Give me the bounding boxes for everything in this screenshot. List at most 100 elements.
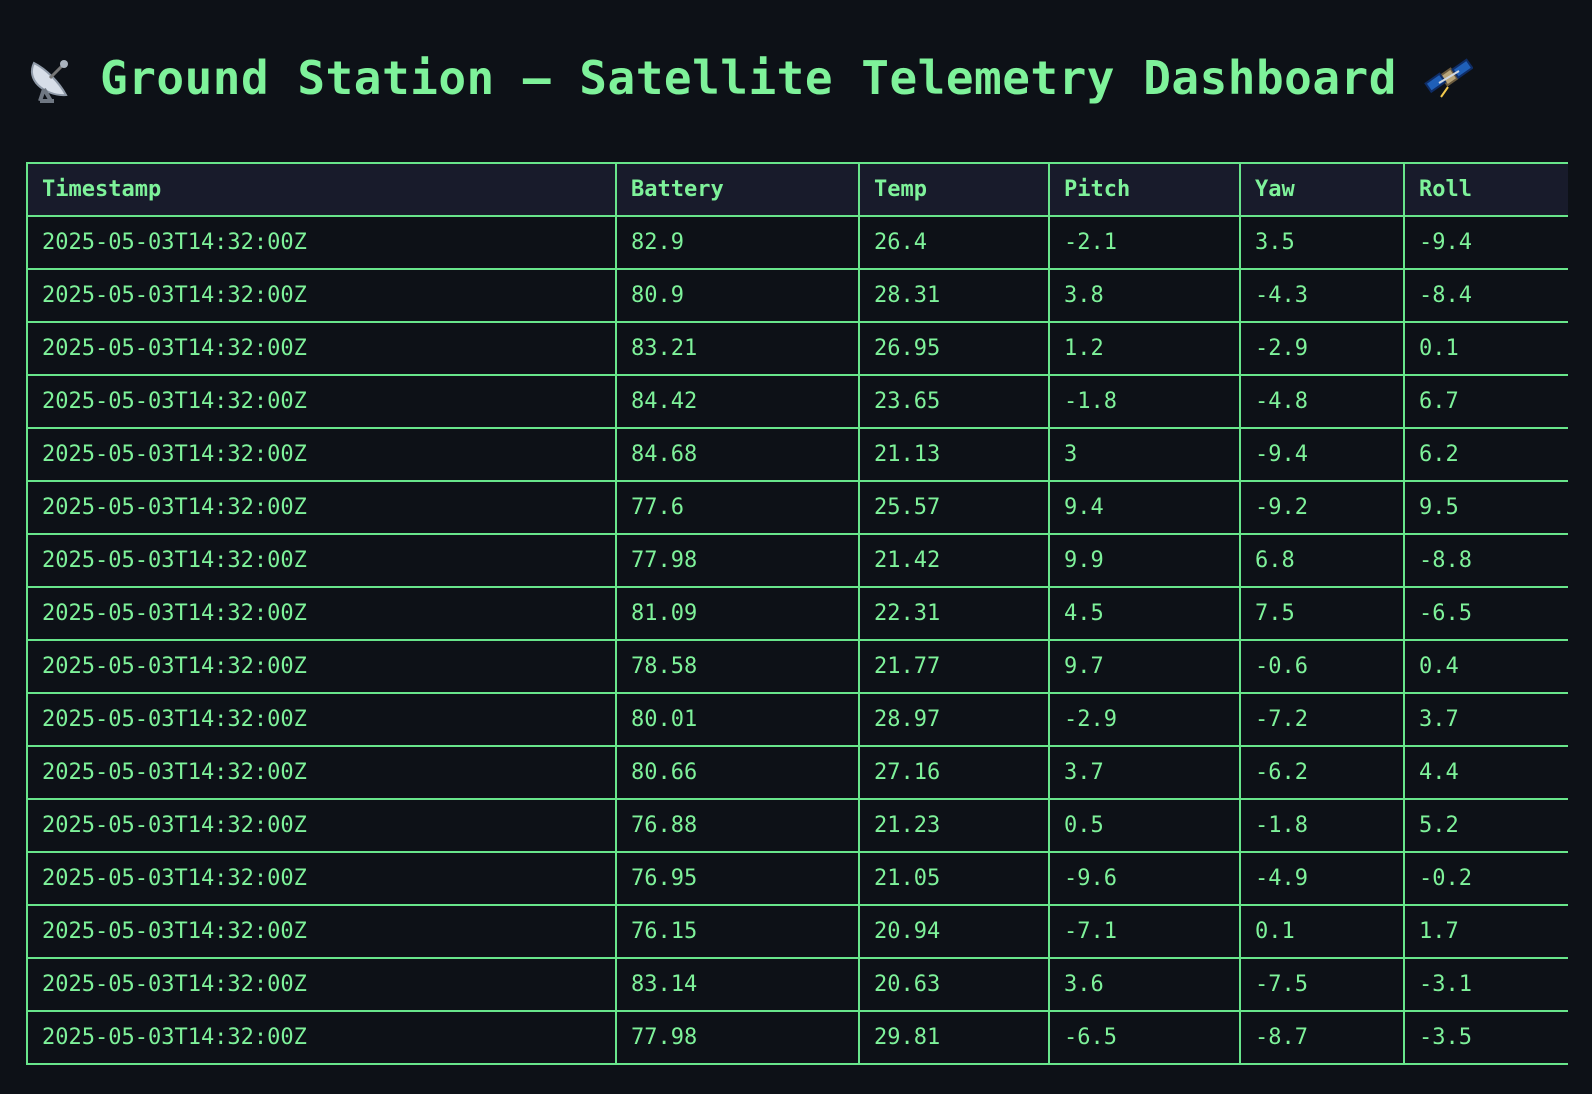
timestamp-cell: 2025-05-03T14:32:00Z (26, 427, 617, 482)
roll-cell: 5.2 (1403, 798, 1568, 853)
yaw-cell: -7.5 (1239, 957, 1405, 1012)
pitch-cell: 9.7 (1048, 639, 1241, 694)
battery-cell: 76.15 (615, 904, 860, 959)
yaw-cell: -1.8 (1239, 798, 1405, 853)
table-row: 2025-05-03T14:32:00Z 82.9 26.4 -2.1 3.5 … (26, 215, 1568, 270)
yaw-cell: -4.3 (1239, 268, 1405, 323)
column-header-battery: Battery (615, 162, 860, 217)
table-row: 2025-05-03T14:32:00Z 80.9 28.31 3.8 -4.3… (26, 268, 1568, 323)
temp-cell: 21.77 (858, 639, 1050, 694)
table-row: 2025-05-03T14:32:00Z 84.42 23.65 -1.8 -4… (26, 374, 1568, 429)
timestamp-cell: 2025-05-03T14:32:00Z (26, 1010, 617, 1065)
pitch-cell: 3.7 (1048, 745, 1241, 800)
yaw-cell: -7.2 (1239, 692, 1405, 747)
table-row: 2025-05-03T14:32:00Z 76.95 21.05 -9.6 -4… (26, 851, 1568, 906)
table-row: 2025-05-03T14:32:00Z 76.88 21.23 0.5 -1.… (26, 798, 1568, 853)
battery-cell: 76.95 (615, 851, 860, 906)
timestamp-cell: 2025-05-03T14:32:00Z (26, 798, 617, 853)
yaw-cell: -8.7 (1239, 1010, 1405, 1065)
battery-cell: 84.68 (615, 427, 860, 482)
table-row: 2025-05-03T14:32:00Z 83.14 20.63 3.6 -7.… (26, 957, 1568, 1012)
yaw-cell: -4.9 (1239, 851, 1405, 906)
timestamp-cell: 2025-05-03T14:32:00Z (26, 957, 617, 1012)
roll-cell: -0.2 (1403, 851, 1568, 906)
pitch-cell: 3.8 (1048, 268, 1241, 323)
roll-cell: -8.4 (1403, 268, 1568, 323)
timestamp-cell: 2025-05-03T14:32:00Z (26, 904, 617, 959)
pitch-cell: -9.6 (1048, 851, 1241, 906)
battery-cell: 81.09 (615, 586, 860, 641)
roll-cell: 0.4 (1403, 639, 1568, 694)
table-row: 2025-05-03T14:32:00Z 78.58 21.77 9.7 -0.… (26, 639, 1568, 694)
timestamp-cell: 2025-05-03T14:32:00Z (26, 851, 617, 906)
temp-cell: 28.97 (858, 692, 1050, 747)
timestamp-cell: 2025-05-03T14:32:00Z (26, 692, 617, 747)
timestamp-cell: 2025-05-03T14:32:00Z (26, 374, 617, 429)
table-body: 2025-05-03T14:32:00Z 82.9 26.4 -2.1 3.5 … (26, 215, 1568, 1065)
telemetry-table-container: Timestamp Battery Temp Pitch Yaw Roll 20… (26, 162, 1568, 1065)
battery-cell: 77.98 (615, 1010, 860, 1065)
temp-cell: 23.65 (858, 374, 1050, 429)
pitch-cell: -2.1 (1048, 215, 1241, 270)
yaw-cell: -9.2 (1239, 480, 1405, 535)
roll-cell: -3.1 (1403, 957, 1568, 1012)
pitch-cell: 3.6 (1048, 957, 1241, 1012)
table-header: Timestamp Battery Temp Pitch Yaw Roll (26, 162, 1568, 217)
temp-cell: 26.95 (858, 321, 1050, 376)
table-row: 2025-05-03T14:32:00Z 81.09 22.31 4.5 7.5… (26, 586, 1568, 641)
column-header-pitch: Pitch (1048, 162, 1241, 217)
temp-cell: 21.42 (858, 533, 1050, 588)
column-header-timestamp: Timestamp (26, 162, 617, 217)
pitch-cell: 9.4 (1048, 480, 1241, 535)
yaw-cell: -0.6 (1239, 639, 1405, 694)
pitch-cell: 3 (1048, 427, 1241, 482)
table-row: 2025-05-03T14:32:00Z 77.6 25.57 9.4 -9.2… (26, 480, 1568, 535)
battery-cell: 80.01 (615, 692, 860, 747)
column-header-yaw: Yaw (1239, 162, 1405, 217)
table-row: 2025-05-03T14:32:00Z 76.15 20.94 -7.1 0.… (26, 904, 1568, 959)
roll-cell: 1.7 (1403, 904, 1568, 959)
table-row: 2025-05-03T14:32:00Z 80.01 28.97 -2.9 -7… (26, 692, 1568, 747)
pitch-cell: -7.1 (1048, 904, 1241, 959)
column-header-temp: Temp (858, 162, 1050, 217)
timestamp-cell: 2025-05-03T14:32:00Z (26, 215, 617, 270)
battery-cell: 77.6 (615, 480, 860, 535)
yaw-cell: -9.4 (1239, 427, 1405, 482)
roll-cell: 9.5 (1403, 480, 1568, 535)
roll-cell: 3.7 (1403, 692, 1568, 747)
pitch-cell: 0.5 (1048, 798, 1241, 853)
temp-cell: 22.31 (858, 586, 1050, 641)
temp-cell: 29.81 (858, 1010, 1050, 1065)
roll-cell: 6.2 (1403, 427, 1568, 482)
battery-cell: 82.9 (615, 215, 860, 270)
pitch-cell: 1.2 (1048, 321, 1241, 376)
battery-cell: 84.42 (615, 374, 860, 429)
yaw-cell: 3.5 (1239, 215, 1405, 270)
timestamp-cell: 2025-05-03T14:32:00Z (26, 586, 617, 641)
temp-cell: 27.16 (858, 745, 1050, 800)
table-row: 2025-05-03T14:32:00Z 80.66 27.16 3.7 -6.… (26, 745, 1568, 800)
temp-cell: 25.57 (858, 480, 1050, 535)
roll-cell: -8.8 (1403, 533, 1568, 588)
battery-cell: 80.66 (615, 745, 860, 800)
satellite-dish-icon (26, 53, 76, 103)
battery-cell: 83.21 (615, 321, 860, 376)
table-header-row: Timestamp Battery Temp Pitch Yaw Roll (26, 162, 1568, 217)
temp-cell: 20.63 (858, 957, 1050, 1012)
timestamp-cell: 2025-05-03T14:32:00Z (26, 533, 617, 588)
yaw-cell: 6.8 (1239, 533, 1405, 588)
timestamp-cell: 2025-05-03T14:32:00Z (26, 639, 617, 694)
roll-cell: 4.4 (1403, 745, 1568, 800)
roll-cell: 6.7 (1403, 374, 1568, 429)
temp-cell: 21.13 (858, 427, 1050, 482)
satellite-icon (1423, 53, 1473, 103)
battery-cell: 83.14 (615, 957, 860, 1012)
temp-cell: 26.4 (858, 215, 1050, 270)
timestamp-cell: 2025-05-03T14:32:00Z (26, 268, 617, 323)
pitch-cell: 4.5 (1048, 586, 1241, 641)
temp-cell: 21.05 (858, 851, 1050, 906)
table-row: 2025-05-03T14:32:00Z 77.98 29.81 -6.5 -8… (26, 1010, 1568, 1065)
table-row: 2025-05-03T14:32:00Z 84.68 21.13 3 -9.4 … (26, 427, 1568, 482)
page-title: Ground Station – Satellite Telemetry Das… (26, 50, 1568, 106)
